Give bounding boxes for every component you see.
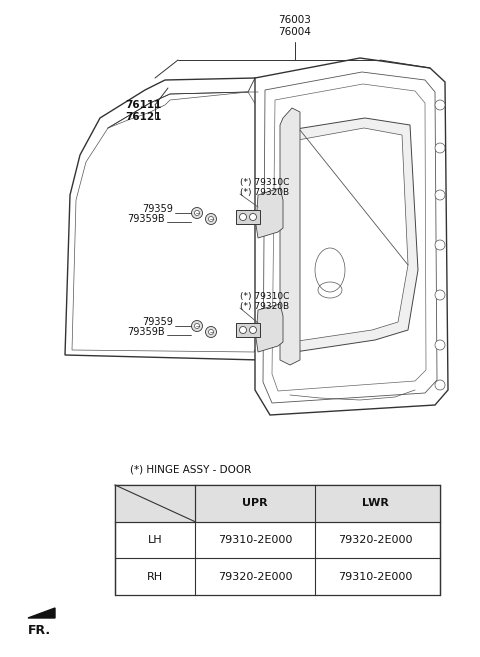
Text: 76003
76004: 76003 76004 bbox=[278, 15, 312, 37]
Text: 79320-2E000: 79320-2E000 bbox=[218, 572, 292, 581]
Circle shape bbox=[435, 240, 445, 250]
Text: UPR: UPR bbox=[242, 498, 268, 509]
Circle shape bbox=[435, 290, 445, 300]
Polygon shape bbox=[65, 78, 270, 360]
Text: 79320-2E000: 79320-2E000 bbox=[338, 535, 412, 545]
Circle shape bbox=[435, 380, 445, 390]
Text: 79310-2E000: 79310-2E000 bbox=[338, 572, 412, 581]
Circle shape bbox=[194, 323, 200, 328]
Circle shape bbox=[250, 214, 256, 221]
Text: 79359B: 79359B bbox=[127, 327, 165, 337]
Polygon shape bbox=[255, 58, 448, 415]
Text: LWR: LWR bbox=[361, 498, 388, 509]
Polygon shape bbox=[280, 108, 300, 365]
Polygon shape bbox=[28, 608, 55, 618]
Text: 79310-2E000: 79310-2E000 bbox=[218, 535, 292, 545]
Text: LH: LH bbox=[148, 535, 162, 545]
Circle shape bbox=[205, 214, 216, 225]
Circle shape bbox=[192, 321, 203, 332]
Circle shape bbox=[208, 217, 214, 221]
Polygon shape bbox=[256, 304, 283, 352]
Polygon shape bbox=[290, 128, 408, 341]
Polygon shape bbox=[236, 323, 260, 337]
Circle shape bbox=[208, 330, 214, 334]
Text: FR.: FR. bbox=[28, 623, 51, 637]
Text: 79359: 79359 bbox=[142, 317, 173, 327]
Text: (*) 79310C
(*) 79320B: (*) 79310C (*) 79320B bbox=[240, 178, 289, 197]
Text: (*) 79310C
(*) 79320B: (*) 79310C (*) 79320B bbox=[240, 292, 289, 311]
Text: (*) HINGE ASSY - DOOR: (*) HINGE ASSY - DOOR bbox=[130, 465, 251, 475]
Circle shape bbox=[240, 327, 247, 334]
Circle shape bbox=[250, 327, 256, 334]
Circle shape bbox=[435, 190, 445, 200]
Polygon shape bbox=[236, 210, 260, 224]
Text: 79359B: 79359B bbox=[127, 214, 165, 224]
Circle shape bbox=[435, 100, 445, 110]
Text: RH: RH bbox=[147, 572, 163, 581]
Circle shape bbox=[240, 214, 247, 221]
Circle shape bbox=[205, 327, 216, 338]
Bar bbox=[115, 485, 440, 595]
Text: 79359: 79359 bbox=[142, 204, 173, 214]
Polygon shape bbox=[256, 188, 283, 238]
Polygon shape bbox=[283, 118, 418, 352]
Circle shape bbox=[192, 208, 203, 219]
Bar bbox=[115, 485, 440, 522]
Circle shape bbox=[435, 143, 445, 153]
Circle shape bbox=[194, 210, 200, 215]
Text: 76111
76121: 76111 76121 bbox=[125, 100, 161, 122]
Circle shape bbox=[435, 340, 445, 350]
